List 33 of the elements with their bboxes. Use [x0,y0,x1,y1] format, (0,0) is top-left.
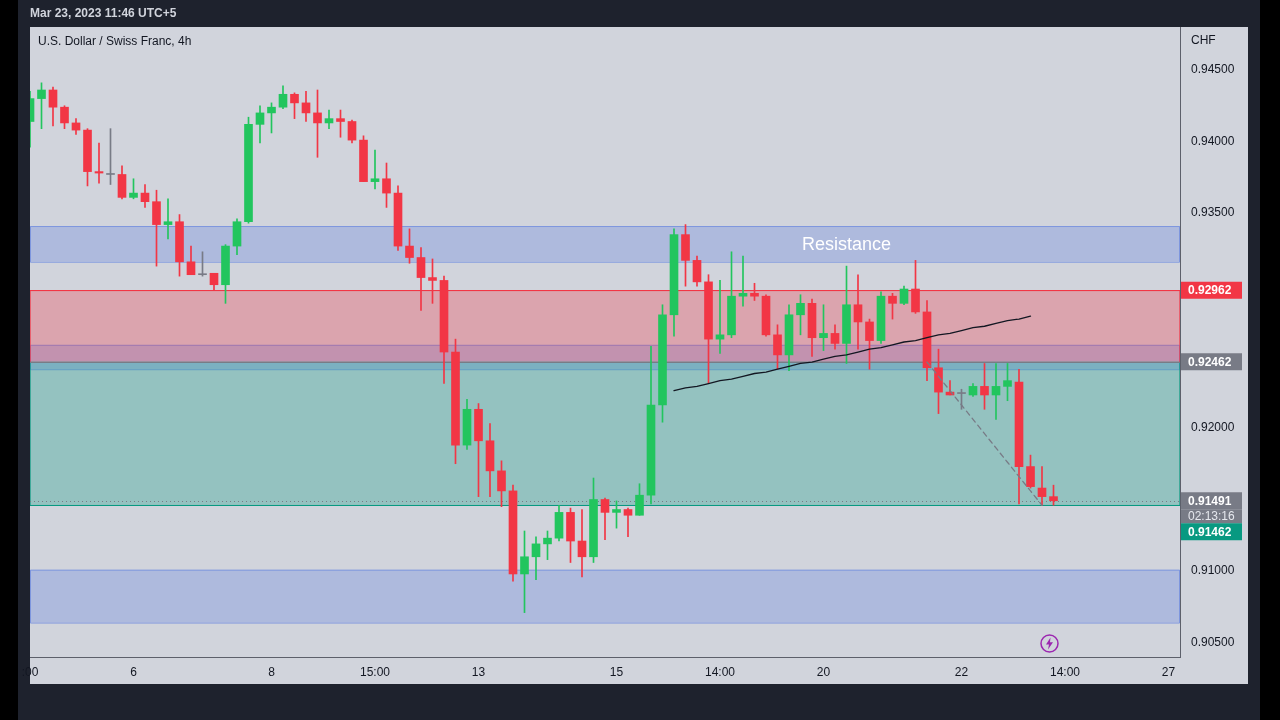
ref-line-label: 0.92462 [1188,354,1232,369]
x-tick-label: 15 [609,664,624,679]
ref-line-label: 0.91462 [1188,524,1232,539]
y-tick-label: 0.90500 [1191,634,1235,649]
y-tick-label: 0.92000 [1191,420,1235,435]
x-tick-label: 27 [1161,664,1176,679]
text: U.S. Dollar / Swiss Franc, 4h [38,34,192,49]
candlestick [370,149,380,190]
text: Mar 23, 2023 11:46 UTC+5 [30,6,177,21]
y-tick-label: 0.91000 [1191,563,1235,578]
x-tick-label: 15:00 [359,664,391,679]
x-tick-label: 14:00 [704,664,736,679]
candlestick [1037,466,1047,506]
x-tick-label: 13 [471,664,486,679]
x-tick-label: 20 [816,664,831,679]
line-series [926,361,1043,506]
candlestick [577,509,587,578]
candlestick [738,255,748,307]
ref-line-label: 0.91491 [1188,493,1232,508]
ref-line-label: 0.92962 [1188,282,1232,297]
candlestick [623,507,633,538]
x-tick-label: 6 [130,664,138,679]
y-axis-title: CHF [1191,33,1216,48]
text: 02:13:16 [1188,509,1236,524]
y-tick-label: 0.93500 [1191,205,1235,220]
x-tick-label: 14:00 [1049,664,1081,679]
band-label: Resistance [801,233,892,254]
x-tick-label: 8 [268,664,276,679]
candlestick [991,363,1001,420]
y-tick-label: 0.94500 [1191,62,1235,77]
candlestick [163,198,173,240]
y-tick-label: 0.94000 [1191,133,1235,148]
x-tick-label: 22 [954,664,969,679]
